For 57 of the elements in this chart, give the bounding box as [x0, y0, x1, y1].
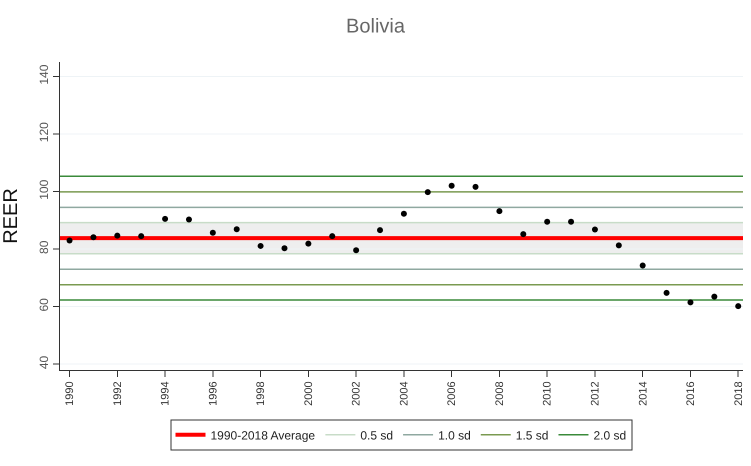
point: [472, 184, 479, 190]
point: [568, 218, 574, 225]
x-tick-label: 2016: [685, 381, 698, 406]
point: [640, 262, 646, 269]
point: [234, 226, 240, 232]
point: [448, 182, 455, 189]
x-tick-label: 2008: [494, 381, 506, 406]
point: [520, 231, 526, 238]
point: [400, 210, 407, 217]
x-tick-label: 2014: [637, 381, 650, 406]
y-tick-label: 100: [37, 179, 52, 200]
x-tick-label: 2004: [398, 381, 410, 406]
point: [424, 189, 431, 196]
y-tick-label: 80: [37, 240, 52, 254]
point: [305, 240, 312, 247]
point: [329, 233, 336, 240]
point: [186, 216, 192, 222]
y-axis-title: REER: [0, 188, 22, 244]
x-tick-label: 2012: [590, 381, 602, 406]
y-tick-label: 40: [37, 355, 52, 370]
point: [138, 233, 144, 240]
chart-title: Bolivia: [346, 16, 406, 38]
point: [114, 232, 120, 239]
y-tick-label: 140: [37, 64, 52, 85]
x-tick-label: 2000: [302, 381, 315, 406]
point: [664, 290, 670, 296]
legend-label: 0.5 sd: [360, 428, 394, 442]
point: [90, 234, 96, 240]
point: [735, 303, 742, 310]
y-tick-label: 60: [37, 298, 52, 312]
point: [711, 294, 718, 300]
legend-label: 1990-2018 Average: [210, 428, 316, 442]
point: [687, 299, 694, 306]
point: [281, 245, 288, 252]
point: [353, 247, 360, 254]
point: [592, 226, 598, 233]
x-tick-label: 2010: [542, 381, 554, 406]
legend-label: 2.0 sd: [593, 428, 626, 442]
point: [66, 237, 73, 244]
x-tick-label: 1996: [207, 381, 220, 406]
point: [496, 208, 502, 214]
x-tick-label: 2002: [350, 381, 363, 406]
x-tick-label: 2006: [446, 381, 458, 406]
point: [616, 242, 622, 248]
x-tick-label: 2018: [732, 381, 745, 406]
x-tick-label: 1994: [160, 381, 172, 406]
x-tick-label: 1992: [112, 381, 124, 406]
x-tick-label: 1990: [64, 381, 76, 406]
legend-label: 1.5 sd: [516, 428, 548, 442]
y-tick-label: 120: [37, 122, 52, 142]
point: [544, 218, 550, 225]
x-tick-label: 1998: [255, 381, 268, 406]
legend-label: 1.0 sd: [438, 428, 471, 442]
point: [210, 230, 216, 236]
point: [258, 242, 264, 249]
point: [377, 227, 384, 234]
point: [162, 216, 168, 222]
